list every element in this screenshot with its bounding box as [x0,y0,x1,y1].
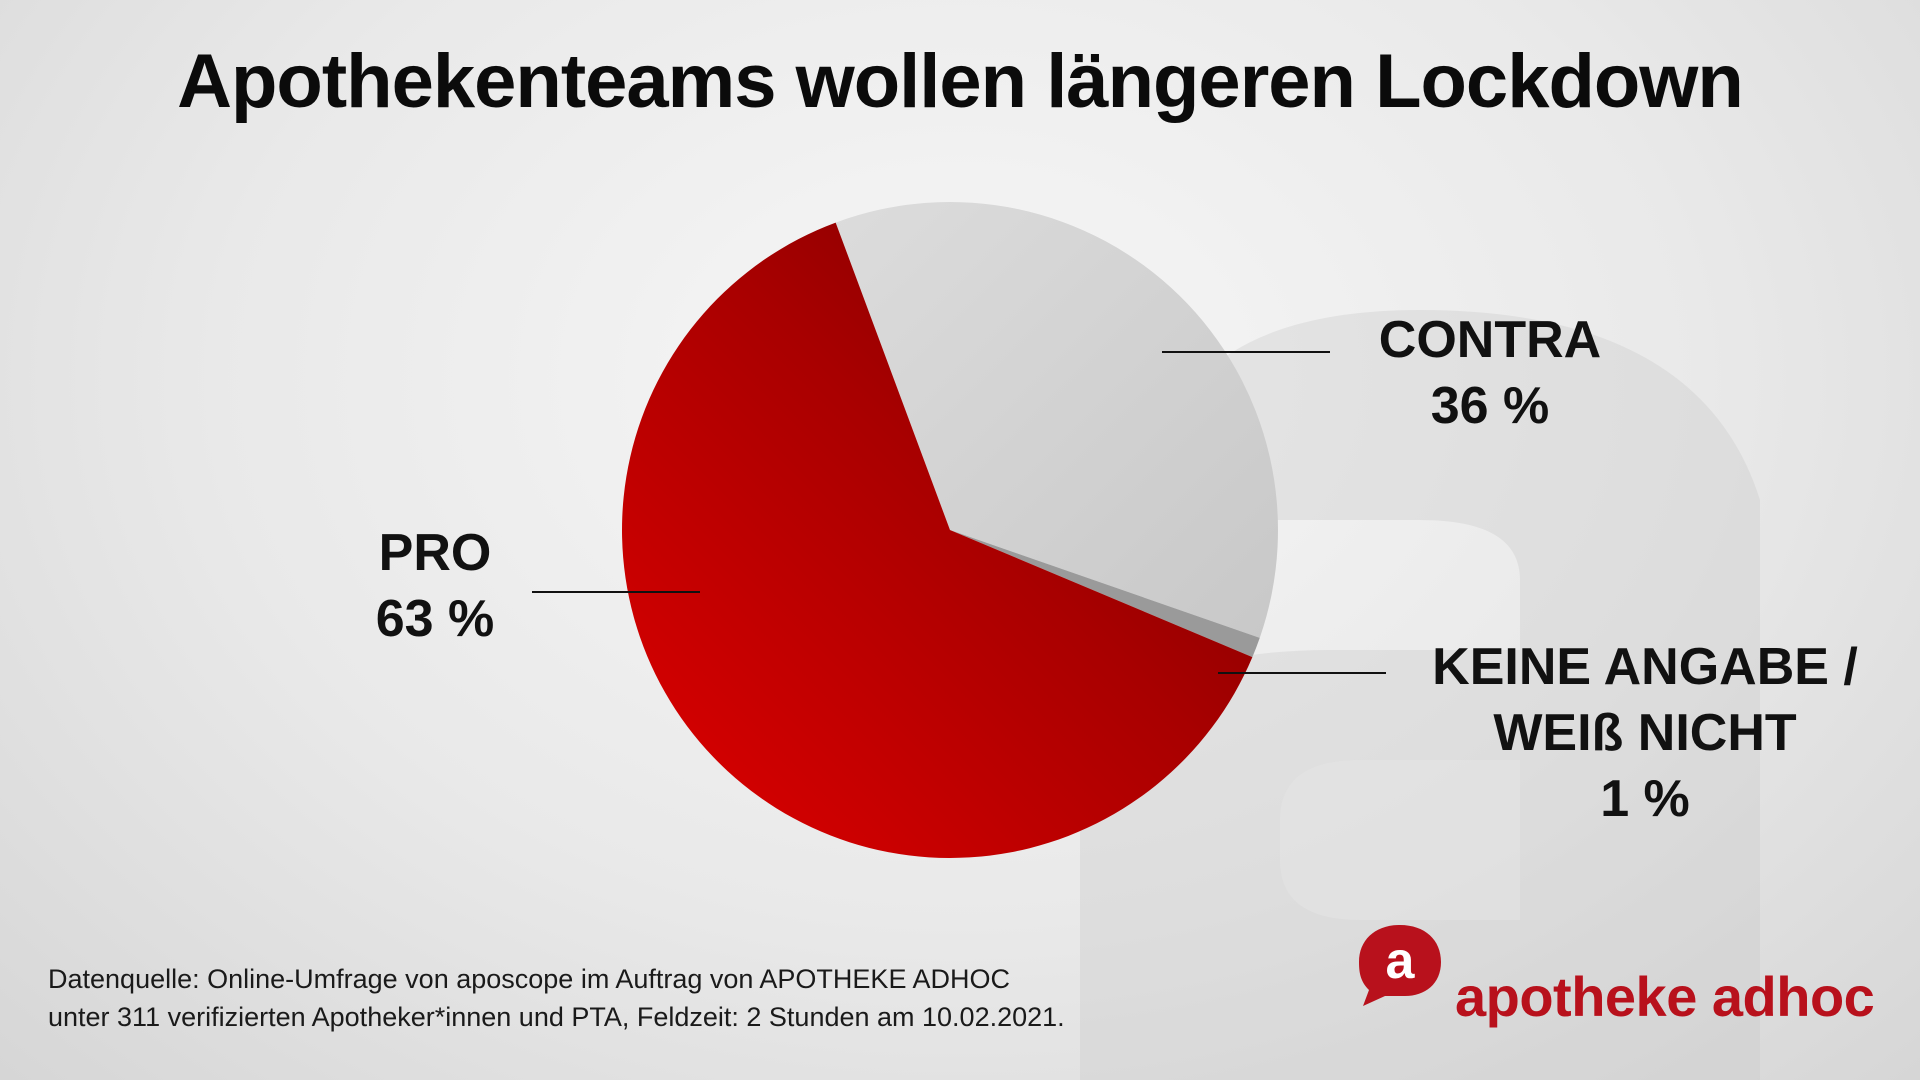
logo-speech-bubble-icon: a [1359,925,1441,1006]
chart-title: Apothekenteams wollen längeren Lockdown [177,39,1744,124]
source-line-2: unter 311 verifizierten Apotheker*innen … [48,1002,1065,1032]
label-keine-angabe-line1: KEINE ANGABE / [1432,638,1858,696]
label-contra-name: CONTRA [1378,311,1602,369]
pie-slice-pro [621,222,1253,859]
label-keine-angabe-value: 1 % [1600,770,1690,828]
label-pro-name: PRO [378,524,492,582]
label-contra-value: 36 % [1430,377,1550,435]
label-keine-angabe: KEINE ANGABE / WEIß NICHT 1 % [1395,634,1895,832]
logo-text: apotheke adhoc [1455,965,1875,1028]
pie-slice-contra [835,202,1278,638]
logo-mark-letter: a [1386,932,1416,990]
label-contra: CONTRA 36 % [1340,307,1640,439]
pie-slice-keine [950,530,1260,658]
apotheke-adhoc-logo[interactable]: a apotheke adhoc [1355,920,1875,1030]
label-pro-value: 63 % [375,590,495,648]
label-pro: PRO 63 % [330,520,540,652]
data-source-note: Datenquelle: Online-Umfrage von aposcope… [48,960,1065,1036]
source-line-1: Datenquelle: Online-Umfrage von aposcope… [48,964,1010,994]
label-keine-angabe-line2: WEIß NICHT [1493,704,1797,762]
